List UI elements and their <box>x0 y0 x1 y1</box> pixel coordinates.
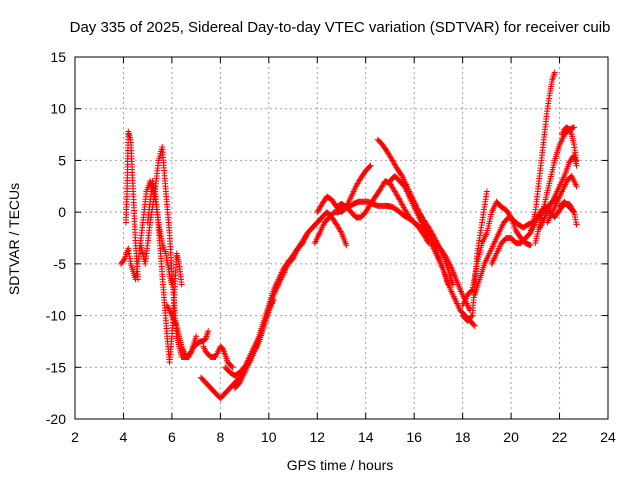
x-tick-label: 6 <box>168 429 176 445</box>
data-point <box>193 333 200 340</box>
y-tick-label: -20 <box>46 411 66 427</box>
series-track-16 <box>386 172 452 288</box>
x-axis-label: GPS time / hours <box>287 457 394 473</box>
series-track-26 <box>558 124 580 164</box>
data-points <box>118 69 580 402</box>
data-point <box>178 281 185 288</box>
y-axis-label: SDTVAR / TECUs <box>6 183 22 295</box>
series-track-25 <box>544 172 580 226</box>
data-point <box>366 163 373 170</box>
x-tick-label: 12 <box>309 429 325 445</box>
x-tick-label: 22 <box>552 429 568 445</box>
x-tick-label: 24 <box>600 429 616 445</box>
y-tick-label: -15 <box>46 359 66 375</box>
series-track-27 <box>556 198 580 228</box>
series-track-14 <box>333 178 432 247</box>
data-point <box>228 363 235 370</box>
y-tick-label: 15 <box>50 49 66 65</box>
y-tick-label: -5 <box>54 256 67 272</box>
data-point <box>468 287 475 294</box>
chart-title: Day 335 of 2025, Sidereal Day-to-day VTE… <box>70 19 611 36</box>
series-track-7 <box>200 343 236 371</box>
x-tick-label: 2 <box>71 429 79 445</box>
data-point <box>551 69 558 76</box>
x-tick-label: 16 <box>406 429 422 445</box>
data-point <box>343 242 350 249</box>
data-point <box>303 231 310 238</box>
series-track-4 <box>144 178 185 366</box>
x-tick-label: 10 <box>261 429 277 445</box>
data-point <box>470 321 477 328</box>
data-point <box>468 313 475 320</box>
data-point <box>471 322 478 329</box>
data-point <box>570 208 577 215</box>
data-point <box>483 188 490 195</box>
y-tick-label: 0 <box>58 204 66 220</box>
y-tick-label: -10 <box>46 308 66 324</box>
data-point <box>337 228 344 235</box>
data-point <box>449 281 456 288</box>
series-track-10 <box>231 297 277 391</box>
data-point <box>507 213 514 220</box>
data-point <box>202 336 209 343</box>
series-track-20 <box>459 198 534 309</box>
data-point <box>205 328 212 335</box>
y-tick-label: 10 <box>50 101 66 117</box>
data-point <box>573 221 580 228</box>
data-point <box>573 157 580 164</box>
x-tick-label: 18 <box>455 429 471 445</box>
data-point <box>134 276 141 283</box>
x-tick-label: 20 <box>503 429 519 445</box>
data-point <box>270 297 277 304</box>
data-point <box>573 183 580 190</box>
data-point <box>573 162 580 169</box>
series-track-17 <box>411 198 456 288</box>
x-tick-label: 14 <box>358 429 374 445</box>
series-track-22 <box>527 69 558 236</box>
data-point <box>229 364 236 371</box>
x-tick-label: 4 <box>120 429 128 445</box>
plot-frame <box>74 56 609 420</box>
series-track-6 <box>173 333 200 360</box>
data-point <box>367 162 374 169</box>
data-point <box>120 256 127 263</box>
data-point <box>304 229 311 236</box>
x-tick-label: 8 <box>216 429 224 445</box>
y-tick-label: 5 <box>58 152 66 168</box>
data-point <box>527 242 534 249</box>
series-track-2 <box>122 128 141 283</box>
data-point <box>571 124 578 131</box>
